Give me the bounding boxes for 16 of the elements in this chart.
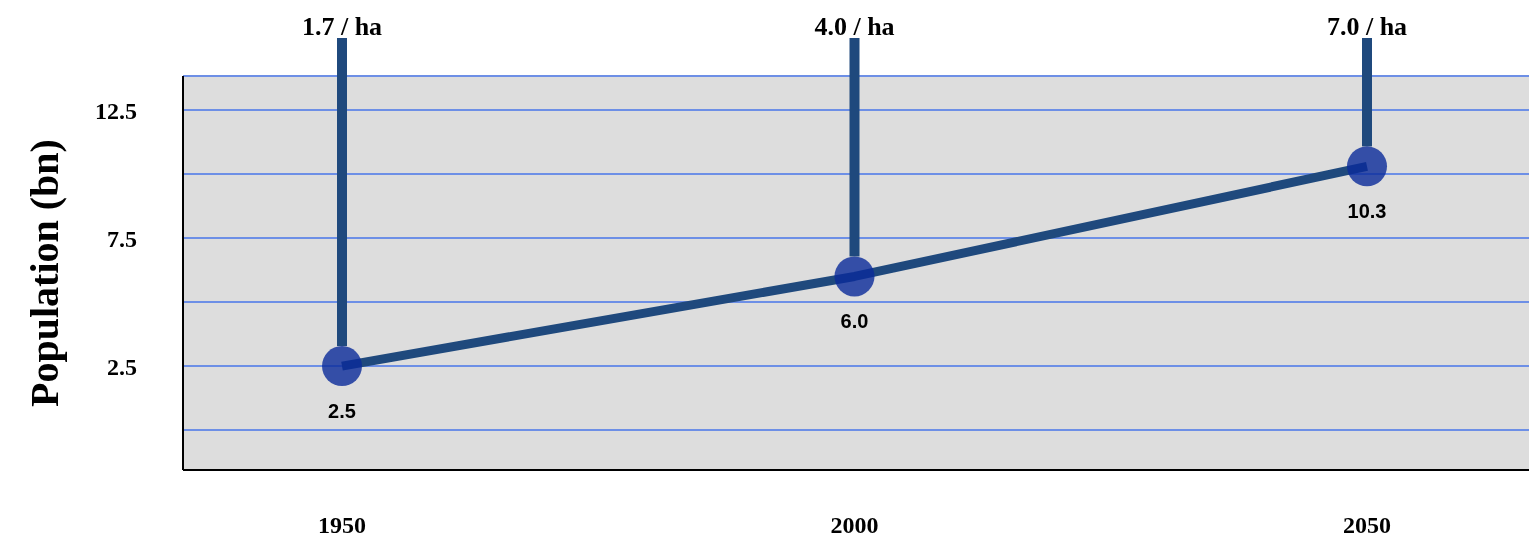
x-tick-label: 2000 (830, 512, 879, 535)
y-axis-title: Population (bn) (22, 139, 68, 407)
text: 1.7 / ha (301, 12, 383, 41)
data-label: 10.3 (1347, 200, 1387, 223)
point (322, 346, 362, 387)
y-tick-label: 7.5 (107, 225, 137, 252)
x-tick-label: 2050 (1343, 512, 1391, 535)
data-label: 2.5 (328, 400, 356, 423)
point (1347, 146, 1387, 187)
text: 4.0 / ha (814, 12, 895, 41)
data-label: 6.0 (840, 310, 869, 333)
y-tick-label: 12.5 (95, 97, 137, 124)
point (834, 256, 875, 297)
y-tick-label: 2.5 (107, 353, 137, 380)
text: 7.0 / ha (1326, 12, 1408, 41)
x-tick-label: 1950 (318, 512, 366, 535)
